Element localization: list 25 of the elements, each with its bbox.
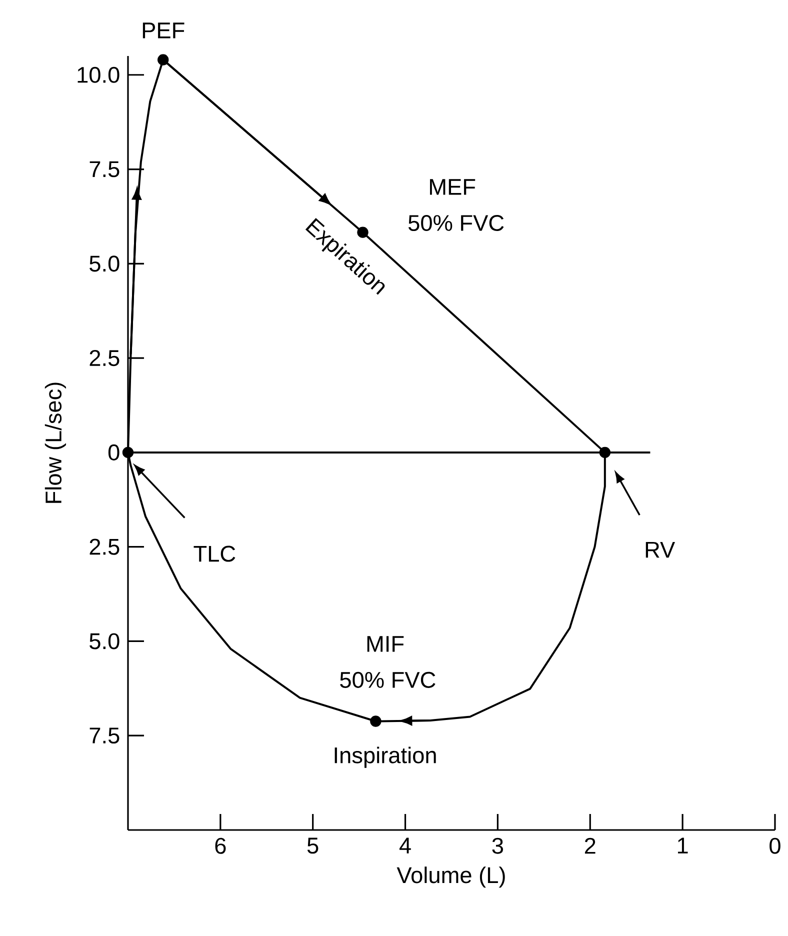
x-tick-label: 2 [584, 838, 596, 854]
y-tick-label: 2.5 [90, 538, 120, 555]
annotation: TLC [194, 546, 236, 562]
annotation: PEF [142, 22, 184, 38]
y-tick-label: 5.0 [90, 256, 120, 272]
x-tick-label: 3 [492, 838, 504, 854]
annotation: Inspiration [334, 746, 436, 768]
annotation: 50% FVC [340, 672, 436, 688]
x-tick-label: 0 [770, 838, 780, 854]
y-tick-label: 0 [108, 444, 120, 460]
y-tick-label: 2.5 [90, 350, 120, 366]
x-tick-label: 6 [215, 838, 226, 854]
x-tick-label: 4 [399, 838, 411, 854]
annotation: MEF [430, 179, 476, 195]
annotation: MIF [367, 636, 404, 652]
y-tick-label: 10.0 [78, 66, 120, 83]
y-tick-label: 7.5 [90, 728, 120, 744]
y-tick-label: 7.5 [90, 161, 120, 178]
y-tick-label: 5.0 [90, 633, 120, 650]
x-tick-label: 5 [307, 838, 318, 854]
annotation: RV [646, 542, 676, 558]
x-axis-title: Volume (L) [396, 866, 505, 888]
y-axis-title: Flow (L/sec) [44, 382, 66, 503]
x-tick-label: 1 [678, 838, 688, 854]
annotation: 50% FVC [408, 214, 504, 232]
